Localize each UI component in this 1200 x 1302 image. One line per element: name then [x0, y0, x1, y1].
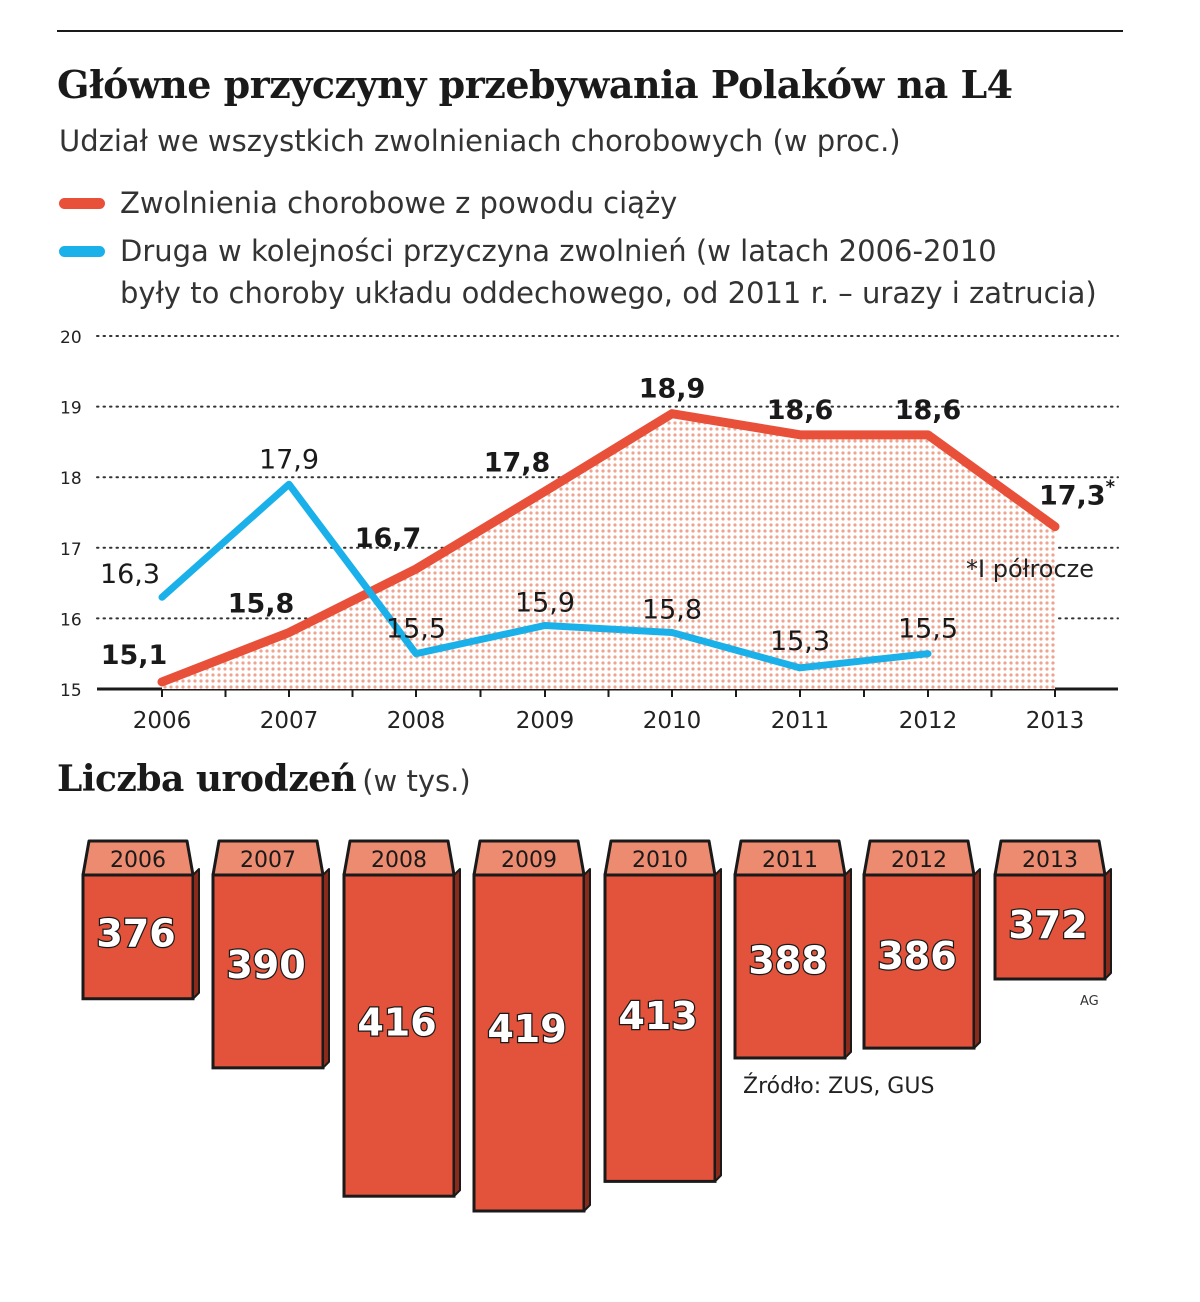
births-title-text: Liczba urodzeń	[57, 758, 357, 800]
bar-body	[472, 873, 586, 1213]
births-bar-2007: 2007 390	[211, 839, 330, 1070]
data-label-pregnancy: 17,3*	[1039, 477, 1116, 512]
bar-side-face	[192, 868, 200, 1000]
bar-side-face	[1104, 868, 1112, 980]
legend-label-line: były to choroby układu oddechowego, od 2…	[120, 276, 1097, 310]
source-note: Źródło: ZUS, GUS	[743, 1074, 935, 1099]
bar-side-face	[973, 868, 981, 1050]
x-tick-label: 2013	[1026, 708, 1085, 734]
births-bar-2009: 2009 419	[472, 839, 591, 1213]
legend-swatch-red	[59, 198, 105, 209]
bar-body	[862, 873, 976, 1050]
bar-side-face	[583, 868, 591, 1212]
series-line-pregnancy	[157, 409, 1060, 687]
x-tick-label: 2007	[260, 708, 319, 734]
bar-value-label: 419	[487, 1007, 566, 1051]
pregnancy-area-fill	[162, 413, 1055, 689]
x-tick-label: 2006	[133, 708, 192, 734]
y-tick-label: 15	[60, 681, 82, 701]
data-label-second-cause: 15,5	[386, 614, 446, 645]
data-label-pregnancy: 18,9	[639, 374, 706, 405]
data-label-pregnancy: 15,1	[101, 640, 168, 671]
chart-title: Główne przyczyny przebywania Polaków na …	[57, 62, 1013, 107]
bar-value-label: 376	[96, 912, 175, 956]
bar-body	[603, 873, 717, 1183]
data-label-second-cause: 15,9	[515, 587, 575, 618]
bar-body	[211, 873, 325, 1070]
bar-side-face	[322, 868, 330, 1069]
births-title: Liczba urodzeń (w tys.)	[57, 758, 471, 800]
bar-side-face	[714, 868, 722, 1183]
legend-item-pregnancy: Zwolnienia chorobowe z powodu ciąży	[59, 182, 677, 224]
legend-label: Zwolnienia chorobowe z powodu ciąży	[120, 182, 677, 224]
bar-category-label: 2007	[240, 848, 296, 873]
footnote: *I półrocze	[966, 555, 1094, 583]
x-tick-label: 2009	[516, 708, 575, 734]
credit: AG	[1080, 994, 1099, 1009]
bar-category-label: 2008	[371, 848, 427, 873]
x-tick-label: 2012	[899, 708, 958, 734]
top-rule	[57, 30, 1123, 32]
births-bar-2010: 2010 413	[603, 839, 722, 1183]
data-label-second-cause: 17,9	[259, 444, 319, 475]
bar-category-label: 2009	[501, 848, 557, 873]
legend-item-second-cause: Druga w kolejności przyczyna zwolnień (w…	[59, 230, 1097, 314]
bar-body	[81, 873, 195, 1001]
bar-value-label: 386	[877, 934, 956, 978]
births-bar-2011: 2011 388	[733, 839, 852, 1060]
bar-value-label: 416	[357, 1001, 436, 1045]
bar-category-label: 2013	[1022, 848, 1078, 873]
data-label-pregnancy: 18,6	[895, 395, 962, 426]
bar-value-label: 413	[618, 994, 697, 1038]
bar-value-label: 388	[748, 938, 827, 982]
bar-body	[733, 873, 847, 1060]
x-tick-label: 2010	[643, 708, 702, 734]
data-label-second-cause: 15,5	[898, 614, 958, 645]
series-line-second-cause	[158, 480, 932, 672]
bar-value-label: 372	[1008, 903, 1087, 947]
bar-category-label: 2011	[762, 848, 818, 873]
y-tick-label: 16	[60, 610, 82, 630]
y-tick-label: 17	[60, 540, 82, 560]
chart-subtitle: Udział we wszystkich zwolnieniach chorob…	[59, 124, 901, 158]
data-label-second-cause: 16,3	[100, 559, 160, 590]
legend-label: Druga w kolejności przyczyna zwolnień (w…	[120, 230, 1097, 314]
legend-label-line: Zwolnienia chorobowe z powodu ciąży	[120, 186, 678, 220]
births-bar-2013: 2013 372	[993, 839, 1112, 981]
bar-value-label: 390	[226, 943, 305, 987]
bar-side-face	[453, 868, 461, 1198]
bar-category-label: 2006	[110, 848, 166, 873]
births-bar-2006: 2006 376	[81, 839, 200, 1001]
births-bar-2008: 2008 416	[342, 839, 461, 1198]
data-label-pregnancy: 17,8	[484, 447, 551, 478]
data-label-pregnancy: 16,7	[355, 523, 422, 554]
births-bar-2012: 2012 386	[862, 839, 981, 1050]
data-label-pregnancy: 15,8	[228, 589, 295, 620]
x-tick-label: 2011	[771, 708, 830, 734]
bar-side-face	[844, 868, 852, 1059]
legend-swatch-blue	[59, 246, 105, 257]
legend-label-line: Druga w kolejności przyczyna zwolnień (w…	[120, 234, 997, 268]
bar-category-label: 2010	[632, 848, 688, 873]
data-label-second-cause: 15,3	[770, 626, 830, 657]
data-label-pregnancy: 18,6	[767, 395, 834, 426]
line-chart: 15 16 17 18 19 20 2006 2007 2008 2009 2010 2011 2012…	[60, 328, 1119, 734]
y-tick-label: 20	[60, 328, 82, 348]
data-label-second-cause: 15,8	[642, 595, 702, 626]
y-tick-label: 18	[60, 469, 82, 489]
y-tick-label: 19	[60, 399, 82, 419]
x-tick-label: 2008	[387, 708, 446, 734]
births-unit: (w tys.)	[362, 764, 471, 798]
bar-category-label: 2012	[891, 848, 947, 873]
